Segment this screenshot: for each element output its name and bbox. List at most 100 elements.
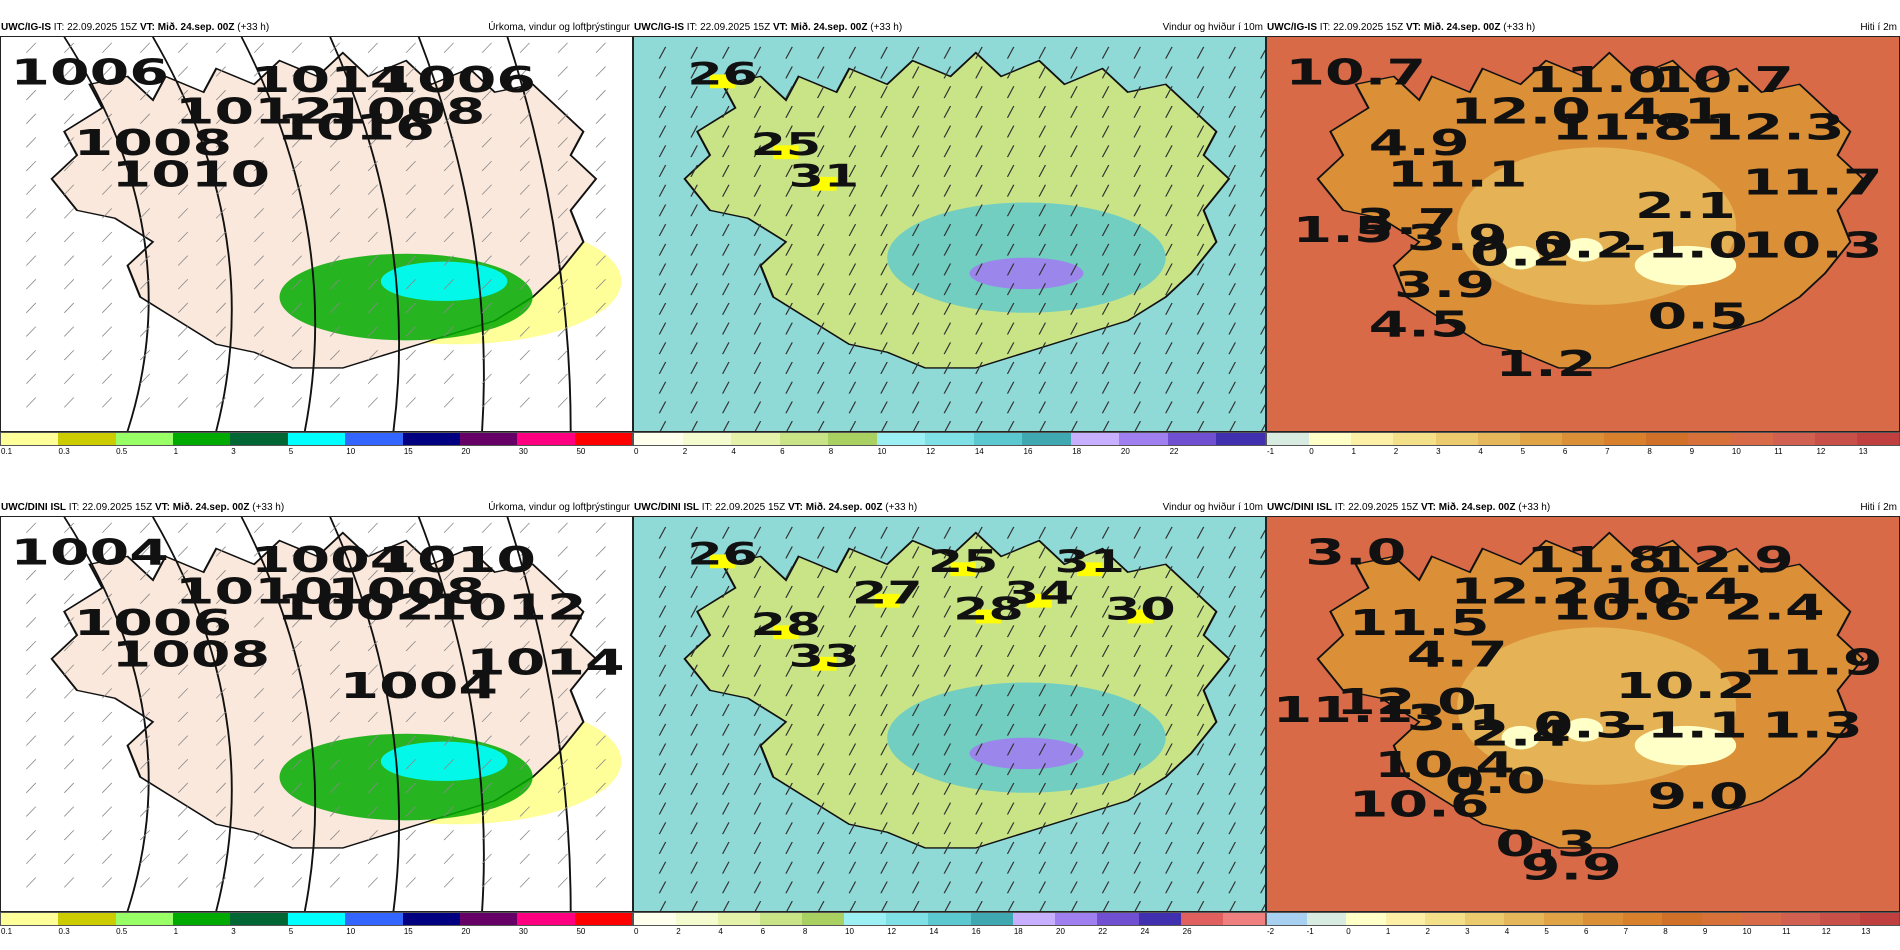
colorbar-tick: 0.3 xyxy=(58,447,70,456)
colorbar-swatch xyxy=(1385,913,1425,925)
temperature-label: 4.9 xyxy=(1369,123,1470,164)
colorbar-swatch xyxy=(1393,433,1436,445)
precip-panel-ig-is: UWC/IG-IS IT: 22.09.2025 15Z VT: Mið. 24… xyxy=(0,20,633,460)
colorbar xyxy=(633,432,1266,446)
colorbar-swatch xyxy=(1646,433,1689,445)
lead-time: (+33 h) xyxy=(237,22,270,33)
product-title: Vindur og hviður í 10m xyxy=(1162,502,1263,513)
colorbar-tick: 10 xyxy=(1731,447,1741,456)
product-title: Úrkoma, vindur og loftþrýstingur xyxy=(488,502,630,513)
colorbar-tick: -2 xyxy=(1267,927,1275,936)
colorbar-swatch xyxy=(876,433,926,445)
temperature-label: 10.6 xyxy=(1349,784,1490,825)
temperature-label: 11.7 xyxy=(1742,163,1883,204)
it-value: 22.09.2025 15Z xyxy=(1348,502,1419,513)
model-name: UWC/DINI ISL xyxy=(1,502,66,513)
product-title: Úrkoma, vindur og loftþrýstingur xyxy=(488,22,630,33)
vt-label: VT: xyxy=(1420,502,1436,513)
colorbar-tick: 18 xyxy=(1013,927,1023,936)
colorbar-swatch xyxy=(1622,913,1662,925)
temperature-label: 1.2 xyxy=(1495,344,1596,385)
colorbar-swatch xyxy=(1856,433,1900,445)
colorbar-tick: 0.3 xyxy=(58,927,70,936)
colorbar-tick: 7 xyxy=(1623,927,1629,936)
vt-label: VT: xyxy=(787,502,803,513)
colorbar-swatch xyxy=(1464,913,1504,925)
colorbar-swatch xyxy=(459,913,518,925)
it-value: 22.09.2025 15Z xyxy=(715,502,786,513)
colorbar-ticks: 0.1 0.3 0.5 1 3 5 10 15 20 30 50 xyxy=(0,447,633,459)
colorbar-swatch xyxy=(1138,913,1181,925)
panel-header: UWC/DINI ISL IT: 22.09.2025 15Z VT: Mið.… xyxy=(1266,500,1900,516)
colorbar-tick: 20 xyxy=(1120,447,1130,456)
gust-max-label: 30 xyxy=(1105,590,1175,627)
isobar-label: 1008 xyxy=(112,635,271,676)
temperature-label: 2.4 xyxy=(1470,713,1571,754)
gust-max-label: 25 xyxy=(928,543,998,580)
vt-label: VT: xyxy=(1405,22,1421,33)
it-label: IT: xyxy=(68,502,80,513)
colorbar-tick: -1 xyxy=(1267,447,1275,456)
colorbar-tick: 4 xyxy=(1504,927,1510,936)
colorbar-swatch xyxy=(1780,913,1820,925)
colorbar-swatch xyxy=(1,913,59,925)
colorbar-ticks: -2 -1 0 1 2 3 4 5 6 7 8 9 10 11 12 13 xyxy=(1266,927,1900,939)
colorbar-swatch xyxy=(1267,913,1307,925)
colorbar-tick: 9 xyxy=(1689,447,1695,456)
isobar-label: 1004 xyxy=(10,532,169,573)
colorbar-swatch xyxy=(1012,913,1055,925)
colorbar-tick: 1 xyxy=(173,927,179,936)
temperature-label: 3.7 xyxy=(1356,202,1457,243)
colorbar-tick: 22 xyxy=(1169,447,1179,456)
temperature-label: 0.0 xyxy=(1445,761,1546,802)
colorbar-swatch xyxy=(1,433,59,445)
colorbar-tick: 50 xyxy=(576,927,586,936)
colorbar-swatch xyxy=(230,433,288,445)
isobar-label: 1004 xyxy=(340,666,499,707)
map-canvas: 1004100610081010100410021008101010121014… xyxy=(1,517,632,911)
colorbar-swatch xyxy=(287,913,346,925)
colorbar-tick: 8 xyxy=(1663,927,1668,936)
colorbar-swatch xyxy=(58,913,116,925)
colorbar-swatch xyxy=(1688,433,1731,445)
colorbar-swatch xyxy=(1346,913,1386,925)
map-canvas: 3.011.54.712.211.810.610.412.92.411.910.… xyxy=(1267,517,1899,911)
colorbar-tick: 13 xyxy=(1858,447,1868,456)
wind-panel-ig-is: UWC/IG-IS IT: 22.09.2025 15Z VT: Mið. 24… xyxy=(633,20,1266,460)
vt-value: Mið. 24.sep. 00Z xyxy=(172,502,250,513)
temperature-label: 10.3 xyxy=(1742,226,1883,267)
isobar-label: 1004 xyxy=(251,540,410,581)
colorbar-tick: 22 xyxy=(1098,927,1108,936)
colorbar-tick: 10 xyxy=(877,447,887,456)
colorbar-tick: 8 xyxy=(802,927,808,936)
temperature-label: 12.0 xyxy=(1336,682,1477,723)
colorbar-tick: 10 xyxy=(1742,927,1752,936)
colorbar-tick: 4 xyxy=(731,447,736,456)
colorbar-tick: 4 xyxy=(1478,447,1483,456)
colorbar-tick: 16 xyxy=(971,927,981,936)
colorbar-ticks: 0.1 0.3 0.5 1 3 5 10 15 20 30 50 xyxy=(0,927,633,939)
gust-max-label: 31 xyxy=(789,158,859,195)
colorbar-swatch xyxy=(802,913,845,925)
colorbar-tick: 2 xyxy=(1425,927,1430,936)
gust-max-label: 26 xyxy=(687,55,757,92)
colorbar-swatch xyxy=(1070,433,1120,445)
colorbar-swatch xyxy=(779,433,829,445)
colorbar-swatch xyxy=(1730,433,1773,445)
isobar-label: 1002 xyxy=(276,587,435,628)
precip-panel-dini: UWC/DINI ISL IT: 22.09.2025 15Z VT: Mið.… xyxy=(0,500,633,940)
temperature-label: 11.9 xyxy=(1742,643,1883,684)
colorbar-swatch xyxy=(844,913,887,925)
colorbar-tick: 20 xyxy=(461,927,471,936)
colorbar-tick: 0.1 xyxy=(1,447,13,456)
colorbar-tick: 2 xyxy=(682,447,688,456)
colorbar-tick: -1 xyxy=(1306,927,1314,936)
colorbar-swatch xyxy=(1435,433,1478,445)
colorbar-swatch xyxy=(1222,913,1265,925)
panel-header: UWC/DINI ISL IT: 22.09.2025 15Z VT: Mið.… xyxy=(0,500,633,516)
temperature-label: 9.0 xyxy=(1648,776,1749,817)
temperature-label: 0.5 xyxy=(1648,296,1749,337)
colorbar-tick: 16 xyxy=(1023,447,1033,456)
isobar-label: 1008 xyxy=(327,572,486,613)
